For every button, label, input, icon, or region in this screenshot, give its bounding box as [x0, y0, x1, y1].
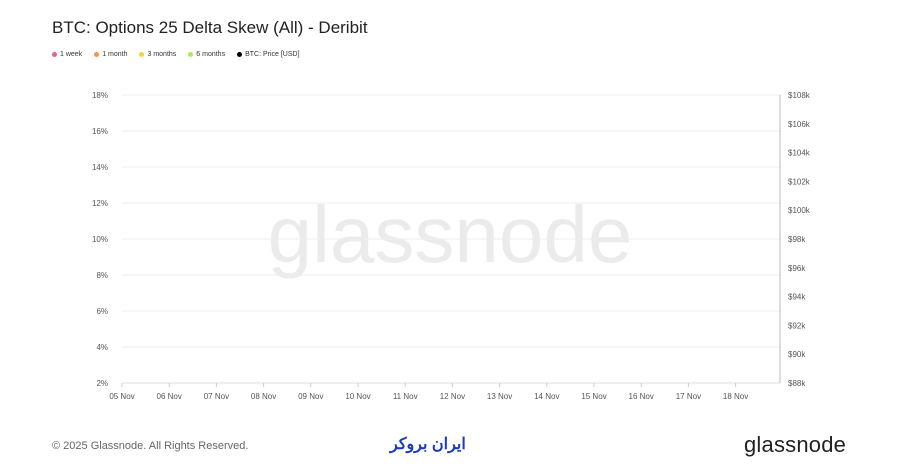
legend-dot	[188, 52, 194, 57]
x-tick-label: 13 Nov	[487, 392, 512, 401]
x-tick-label: 16 Nov	[629, 392, 654, 401]
x-tick-label: 05 Nov	[109, 392, 134, 401]
x-tick-label: 12 Nov	[440, 392, 465, 401]
brand-logo: glassnode	[744, 432, 847, 457]
x-tick-label: 10 Nov	[345, 392, 370, 401]
copyright: © 2025 Glassnode. All Rights Reserved.	[52, 440, 249, 452]
watermark: glassnode	[268, 190, 633, 279]
y-left-tick-label: 4%	[96, 343, 108, 352]
y-right-tick-label: $92k	[788, 321, 806, 330]
legend-label: 1 week	[60, 51, 83, 58]
x-tick-label: 15 Nov	[581, 392, 606, 401]
y-right-tick-label: $96k	[788, 264, 806, 273]
y-left-tick-label: 8%	[96, 271, 108, 280]
partner-logo: ایران بروکر	[390, 436, 466, 453]
x-tick-label: 14 Nov	[534, 392, 559, 401]
y-right-tick-label: $100k	[788, 206, 811, 215]
x-tick-label: 17 Nov	[676, 392, 701, 401]
x-tick-label: 07 Nov	[204, 392, 229, 401]
legend-label: 3 months	[147, 51, 177, 58]
legend-item-6-months[interactable]: 6 months	[188, 51, 225, 58]
y-right-tick-label: $94k	[788, 293, 806, 302]
legend-item-3-months[interactable]: 3 months	[139, 51, 176, 58]
y-left-tick-label: 18%	[92, 91, 108, 100]
legend-dot	[52, 52, 57, 57]
y-left-tick-label: 12%	[92, 199, 108, 208]
y-right-tick-label: $90k	[788, 350, 806, 359]
legend: 1 week 1 month 3 months 6 months BTC: Pr…	[52, 51, 300, 58]
y-left-tick-label: 14%	[92, 163, 108, 172]
x-tick-label: 11 Nov	[393, 392, 418, 401]
y-right-tick-label: $102k	[788, 177, 811, 186]
x-tick-label: 09 Nov	[298, 392, 323, 401]
chart-title: BTC: Options 25 Delta Skew (All) - Derib…	[52, 18, 368, 37]
y-right-tick-label: $88k	[788, 379, 806, 388]
y-right-tick-label: $104k	[788, 149, 811, 158]
legend-dot	[237, 52, 243, 57]
legend-item-1-week[interactable]: 1 week	[52, 51, 82, 58]
y-right-tick-label: $106k	[788, 120, 811, 129]
x-tick-label: 08 Nov	[251, 392, 276, 401]
legend-label: 1 month	[102, 51, 128, 58]
y-left-tick-label: 2%	[96, 379, 108, 388]
legend-dot	[139, 52, 145, 57]
legend-label: BTC: Price [USD]	[245, 51, 300, 58]
x-tick-label: 06 Nov	[157, 392, 182, 401]
legend-item-btc-price[interactable]: BTC: Price [USD]	[237, 51, 300, 58]
legend-item-1-month[interactable]: 1 month	[94, 51, 127, 58]
y-left-tick-label: 6%	[96, 307, 108, 316]
y-left-tick-label: 16%	[92, 127, 108, 136]
legend-dot	[94, 52, 100, 57]
y-left-tick-label: 10%	[92, 235, 108, 244]
legend-label: 6 months	[196, 51, 226, 58]
x-tick-label: 18 Nov	[723, 392, 748, 401]
y-right-tick-label: $98k	[788, 235, 806, 244]
y-right-tick-label: $108k	[788, 91, 811, 100]
